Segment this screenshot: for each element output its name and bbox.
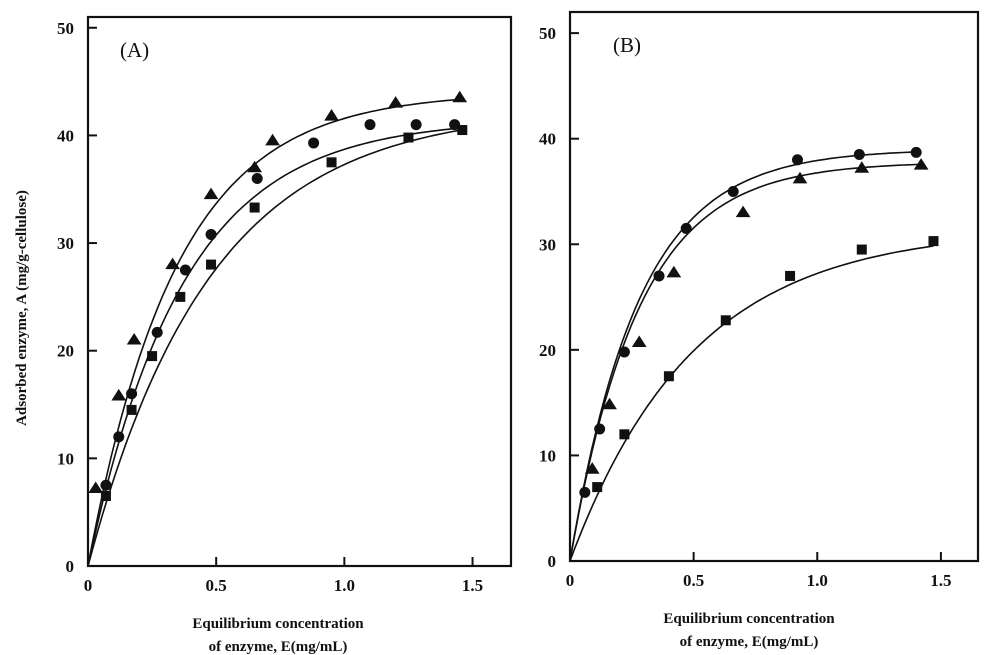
panel-a-xlabel-line2: of enzyme, E(mg/mL) [209,639,348,655]
panel-b-x-tick-label: 1.5 [930,571,951,590]
panel-a-triangle-point [203,187,219,200]
panel-a-square-point [326,157,337,168]
panel-a-circle-point [126,388,138,400]
panel-a-square-point [147,351,158,362]
panel-b-circle-point [910,146,922,158]
panel-b-xlabel-line2: of enzyme, E(mg/mL) [680,634,819,650]
panel-b-frame [568,10,980,563]
panel-a-x-tick-label: 1.5 [462,576,483,595]
panel-a-triangle-point [126,332,142,345]
panel-b-triangle-point [584,462,600,474]
panel-a-square-point [175,291,186,302]
panel-b-square-point [720,315,731,326]
panel-a-circle-point [410,119,422,131]
panel-b-y-ticks: 0 10 20 30 40 50 [539,24,579,571]
panel-b-y-tick-label: 30 [539,235,556,254]
panel-a-circle-point [251,172,263,184]
panel-a-circle-point [205,228,217,240]
panel-a-square-point [206,259,217,270]
panel-b-circle-point [579,486,591,498]
panel-b-square-point [928,236,939,247]
panel-a: 0 0.5 1.0 1.5 0 10 20 30 40 50 (A) Equilibrium c… [57,15,513,655]
panel-a-triangle-point [165,257,180,270]
panel-a-y-tick-label: 0 [66,557,75,576]
panel-b-markers [579,146,939,498]
panel-a-x-tick-label: 0 [84,576,93,595]
panel-b-circle-point [680,222,692,234]
panel-b-circle-point [653,270,665,282]
panel-a-circle-point [113,431,125,443]
panel-b-triangle-point [735,205,751,218]
panel-b-y-tick-label: 0 [548,552,557,571]
panel-b-label: (B) [613,33,641,57]
panel-a-square-point [403,132,414,143]
panel-b-square-point [619,429,630,440]
panel-a-triangle-point [247,160,262,173]
panel-a-square-series-curve [87,129,463,567]
panel-a-circle-point [179,264,191,276]
panel-a-triangle-point [265,133,280,146]
panel-a-y-tick-label: 10 [57,449,74,468]
panel-a-y-ticks: 0 10 20 30 40 50 [57,19,97,576]
panel-b-triangle-point [666,265,682,278]
panel-a-y-tick-label: 40 [57,126,74,145]
panel-a-circle-point [364,119,376,131]
panel-a-square-point [457,125,468,136]
panel-a-square-point [100,491,111,502]
panel-a-triangle-point [88,481,104,494]
panel-a-label: (A) [120,38,149,62]
panel-b-circle-point [618,346,630,358]
panel-a-circle-point [100,479,112,491]
panel-b-y-tick-label: 50 [539,24,556,43]
panel-b-triangle-point [602,397,617,410]
panel-b-x-tick-label: 0.5 [683,571,704,590]
panel-b-triangle-point [631,335,647,348]
panel-b-square-series-curve [569,245,934,562]
panel-a-triangle-point [388,96,403,108]
panel-a-x-tick-label: 1.0 [334,576,355,595]
panel-b-circle-point [853,149,865,161]
panel-a-triangle-point [324,109,339,121]
panel-a-x-tick-label: 0.5 [206,576,227,595]
panel-a-y-tick-label: 20 [57,342,74,361]
panel-a-circle-point [308,137,320,149]
panel-a-square-point [249,202,260,213]
y-axis-title: Adsorbed enzyme, A (mg/g-cellulose) [14,190,30,426]
panel-b-circle-point [791,154,803,166]
panel-b-xlabel-line1: Equilibrium concentration [663,611,835,627]
panel-b-triangle-point [854,161,870,173]
panel-b-x-tick-label: 0 [566,571,575,590]
panel-b-y-tick-label: 40 [539,130,556,149]
panel-a-y-tick-label: 50 [57,19,74,38]
panel-a-circle-point [151,326,163,338]
panel-b-y-tick-label: 20 [539,341,556,360]
panel-b-x-ticks: 0 0.5 1.0 1.5 [566,552,952,590]
panel-a-curves [87,98,463,567]
panel-a-triangle-point [111,388,127,401]
panel-a-triangle-series-curve [87,98,460,567]
panel-a-square-point [126,404,137,415]
panel-b-circle-point [727,185,739,197]
panel-b-square-point [663,371,674,382]
panel-b-triangle-point [913,158,929,170]
panel-b-square-point [592,482,603,493]
panel-a-markers [88,90,468,502]
panel-a-y-tick-label: 30 [57,234,74,253]
panel-a-xlabel-line1: Equilibrium concentration [192,616,364,632]
panel-a-triangle-point [452,90,468,103]
panel-b-circle-point [594,423,606,435]
panel-b-y-tick-label: 10 [539,446,556,465]
panel-b-triangle-point [792,171,808,184]
panel-b-triangle-series-curve [569,163,922,562]
panel-b-x-tick-label: 1.0 [807,571,828,590]
panel-a-frame [86,15,513,568]
panel-a-x-ticks: 0 0.5 1.0 1.5 [84,557,483,595]
panel-b: 0 0.5 1.0 1.5 0 10 20 30 40 50 (B) Equilibrium c… [539,10,980,650]
panel-b-square-point [856,244,867,255]
panel-b-square-point [785,270,796,281]
